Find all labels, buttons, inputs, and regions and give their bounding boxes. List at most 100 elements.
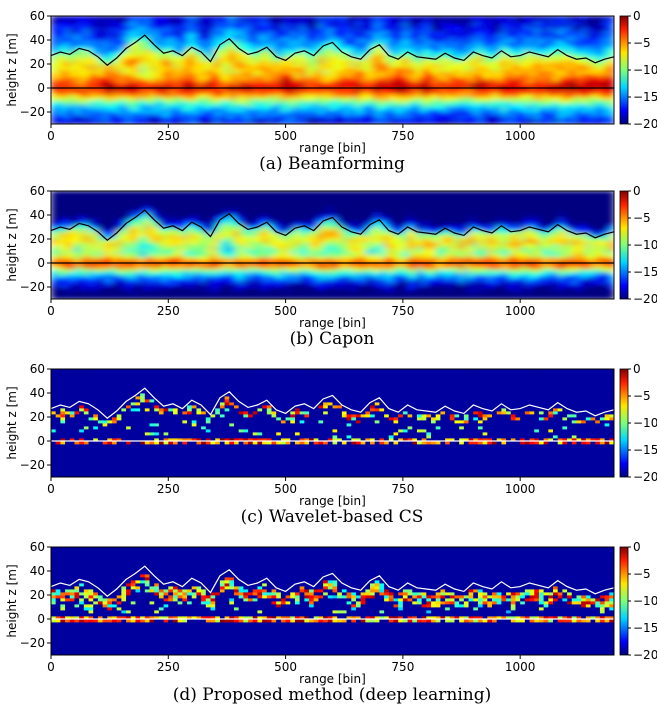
heatmap-cell	[163, 91, 169, 95]
heatmap-cell	[271, 82, 277, 86]
heatmap-cell	[384, 88, 390, 92]
heatmap-cell	[412, 100, 418, 104]
heatmap-cell	[191, 61, 197, 65]
heatmap-cell	[398, 61, 404, 65]
heatmap-cell	[318, 22, 324, 26]
heatmap-cell	[51, 257, 57, 261]
heatmap-cell	[515, 22, 521, 26]
heatmap-cell	[257, 109, 263, 113]
heatmap-cell	[337, 37, 343, 41]
heatmap-cell	[445, 55, 451, 59]
heatmap-cell	[135, 79, 141, 83]
heatmap-cell	[121, 103, 127, 107]
heatmap-cell	[459, 79, 465, 83]
heatmap-cell	[210, 100, 216, 104]
heatmap-cell	[327, 88, 333, 92]
y-tick-label: 0	[37, 81, 45, 95]
heatmap-cell	[154, 103, 160, 107]
heatmap-cell	[107, 22, 113, 26]
heatmap-cell	[543, 34, 549, 38]
heatmap-cell	[107, 58, 113, 62]
heatmap-cell	[370, 97, 376, 101]
heatmap-cell	[210, 118, 216, 122]
heatmap-cell	[492, 22, 498, 26]
heatmap-cell	[384, 46, 390, 50]
heatmap-cell	[459, 40, 465, 44]
heatmap-cell	[529, 37, 535, 41]
heatmap-cell	[248, 58, 254, 62]
heatmap-cell	[158, 97, 164, 101]
heatmap-cell	[374, 79, 380, 83]
heatmap-cell	[79, 200, 85, 204]
heatmap-cell	[459, 109, 465, 113]
heatmap-cell	[567, 67, 573, 71]
heatmap-cell	[365, 97, 371, 101]
heatmap-cell	[88, 257, 94, 261]
heatmap-cell	[506, 37, 512, 41]
heatmap-cell	[191, 43, 197, 47]
heatmap-cell	[257, 88, 263, 92]
heatmap-cell	[384, 40, 390, 44]
heatmap-cell	[144, 58, 150, 62]
heatmap-cell	[590, 58, 596, 62]
heatmap-cell	[107, 97, 113, 101]
heatmap-cell	[323, 70, 329, 74]
heatmap-cell	[111, 236, 118, 240]
heatmap-cell	[111, 73, 118, 77]
heatmap-cell	[388, 28, 394, 32]
heatmap-cell	[276, 79, 282, 83]
heatmap-cell	[187, 34, 193, 38]
heatmap-cell	[590, 25, 596, 29]
heatmap-cell	[299, 34, 305, 38]
heatmap-cell	[590, 85, 596, 89]
heatmap-cell	[445, 46, 451, 50]
heatmap-cell	[557, 91, 563, 95]
heatmap-cell	[379, 97, 385, 101]
heatmap-cell	[365, 103, 371, 107]
heatmap-cell	[529, 22, 535, 26]
heatmap-cell	[431, 100, 437, 104]
heatmap-cell	[388, 46, 394, 50]
heatmap-cell	[79, 218, 85, 222]
heatmap-cell	[276, 43, 282, 47]
heatmap-cell	[233, 58, 240, 62]
heatmap-cell	[407, 22, 413, 26]
heatmap-cell	[585, 70, 591, 74]
heatmap-cell	[548, 34, 554, 38]
heatmap-cell	[116, 221, 122, 225]
heatmap-cell	[83, 46, 89, 50]
heatmap-cell	[93, 115, 99, 119]
heatmap-cell	[370, 67, 376, 71]
heatmap-cell	[431, 109, 437, 113]
heatmap-cell	[285, 91, 291, 95]
heatmap-cell	[248, 22, 254, 26]
heatmap-cell	[116, 296, 122, 300]
heatmap-cell	[55, 281, 61, 285]
heatmap-cell	[416, 40, 423, 44]
heatmap-cell	[97, 100, 104, 104]
heatmap-cell	[351, 73, 357, 77]
heatmap-cell	[266, 58, 272, 62]
heatmap-cell	[365, 82, 371, 86]
heatmap-cell	[346, 118, 352, 122]
heatmap-cell	[355, 121, 362, 125]
heatmap-cell	[163, 100, 169, 104]
heatmap-cell	[496, 82, 502, 86]
heatmap-cell	[496, 58, 502, 62]
heatmap-cell	[163, 64, 169, 68]
heatmap-cell	[121, 260, 127, 264]
heatmap-cell	[473, 94, 479, 98]
heatmap-cell	[374, 73, 380, 77]
heatmap-cell	[182, 109, 188, 113]
heatmap-cell	[116, 106, 122, 110]
heatmap-cell	[304, 82, 310, 86]
heatmap-cell	[496, 85, 502, 89]
heatmap-cell	[69, 278, 75, 282]
heatmap-cell	[299, 94, 305, 98]
heatmap-cell	[567, 28, 573, 32]
heatmap-cell	[477, 46, 484, 50]
heatmap-cell	[196, 103, 202, 107]
heatmap-cell	[69, 109, 75, 113]
heatmap-cell	[107, 290, 113, 294]
